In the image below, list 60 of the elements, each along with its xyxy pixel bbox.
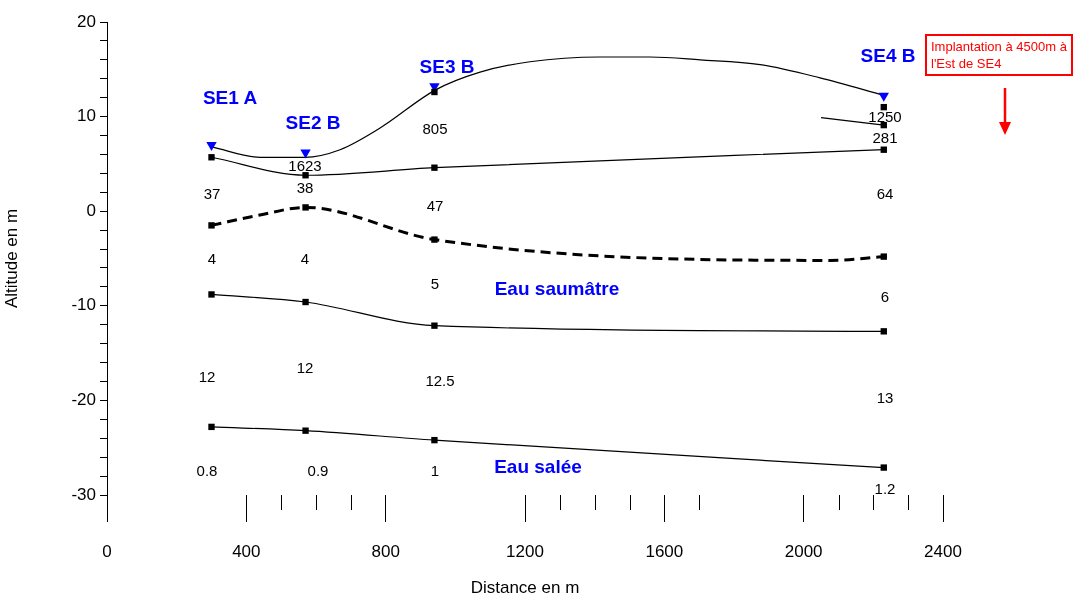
point	[302, 204, 309, 211]
annotation: 1.2	[874, 479, 896, 497]
y-tick-label: -10	[71, 295, 96, 315]
annotation: 1250	[868, 107, 902, 125]
x-tick-label: 400	[232, 541, 261, 561]
point	[206, 141, 217, 151]
annotation: 805	[422, 119, 448, 137]
point	[880, 253, 887, 260]
annotation: SE3 B	[419, 55, 475, 77]
annotation: 0.8	[196, 461, 218, 479]
point	[302, 427, 309, 434]
annotation: 47	[426, 196, 444, 214]
annotation: Implantation à 4500m à l'Est de SE4	[925, 34, 1073, 76]
point	[431, 436, 438, 444]
annotation: Eau salée	[494, 455, 582, 477]
point	[878, 92, 889, 102]
x-tick-label: 800	[371, 541, 400, 561]
x-tick-label: 2000	[784, 541, 823, 561]
annotation: SE2 B	[285, 111, 341, 133]
annotation: 6	[880, 287, 890, 305]
annotation: 12.5	[425, 371, 455, 389]
point	[880, 328, 887, 335]
point	[431, 236, 438, 243]
y-tick-label: -30	[71, 484, 96, 504]
annotation: 12	[296, 358, 314, 376]
annotation: 38	[296, 178, 314, 196]
annotation: 1623	[288, 156, 322, 174]
annotation: 12	[198, 367, 216, 385]
annotation: 37	[203, 184, 221, 202]
point	[208, 291, 215, 298]
point	[431, 88, 438, 96]
y-tick-label: 20	[77, 11, 96, 31]
annotation: 1	[430, 461, 440, 479]
point	[208, 423, 215, 431]
annotation: 4	[300, 249, 310, 267]
x-tick-label: 0	[102, 541, 112, 561]
annotation: 13	[876, 388, 894, 406]
point	[431, 322, 438, 329]
point	[431, 164, 438, 171]
point	[208, 154, 215, 161]
annotation: Eau saumâtre	[494, 277, 620, 299]
point	[208, 222, 215, 229]
y-tick-label: -20	[71, 390, 96, 410]
x-tick-label: 1600	[645, 541, 684, 561]
point	[302, 172, 309, 179]
x-axis-title: Distance en m	[470, 578, 580, 598]
annotation: SE1 A	[202, 86, 258, 108]
y-axis-title: Altitude en m	[1, 208, 21, 309]
annotation: 0.9	[307, 461, 329, 479]
annotation: 4	[207, 249, 217, 267]
point	[880, 464, 887, 471]
annotation: 281	[872, 128, 898, 146]
point	[302, 298, 309, 306]
y-tick-label: 10	[77, 106, 96, 126]
x-tick-label: 2400	[924, 541, 962, 561]
y-tick-label: 0	[86, 200, 96, 220]
annotation: SE4 B	[860, 44, 916, 66]
annotation: 64	[876, 184, 894, 202]
x-tick-label: 1200	[506, 541, 544, 561]
annotation: 5	[430, 274, 440, 292]
